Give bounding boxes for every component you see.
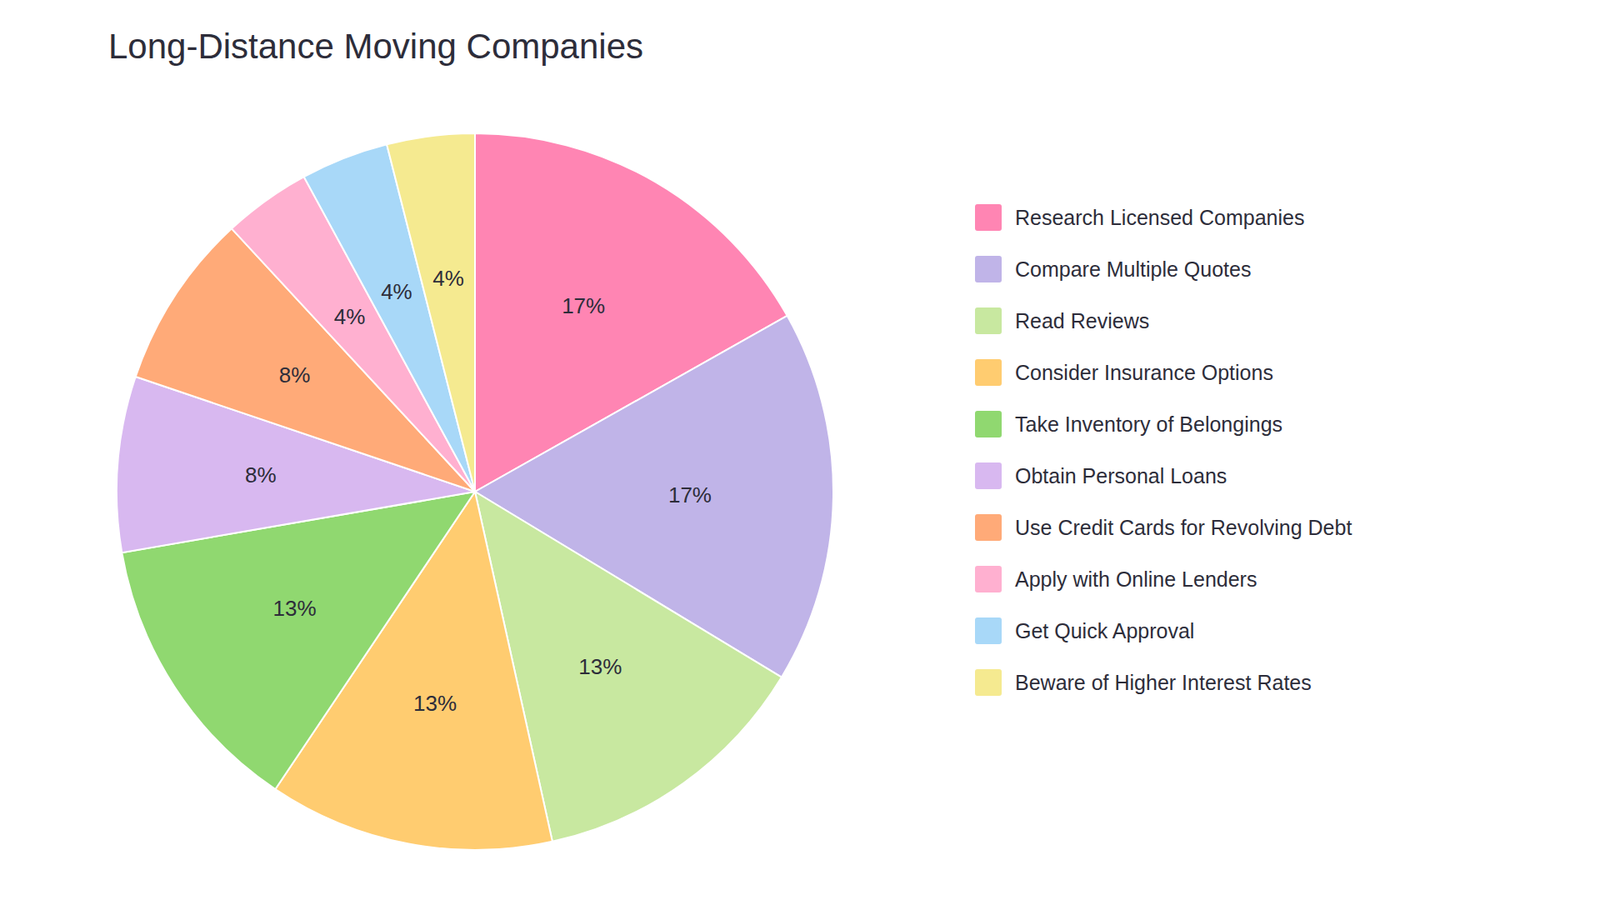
legend-item: Compare Multiple Quotes: [975, 255, 1251, 283]
legend-label: Read Reviews: [1015, 309, 1150, 333]
data-label: 17%: [561, 293, 605, 319]
legend-swatch: [975, 255, 1002, 283]
data-label: 8%: [279, 362, 311, 388]
legend-item: Obtain Personal Loans: [975, 462, 1227, 490]
legend-label: Consider Insurance Options: [1015, 360, 1274, 385]
data-label: 4%: [334, 304, 366, 330]
data-label: 4%: [432, 265, 465, 291]
legend-swatch: [975, 410, 1002, 438]
legend-label: Obtain Personal Loans: [1015, 464, 1227, 488]
legend-item: Consider Insurance Options: [975, 359, 1274, 386]
legend-swatch: [975, 462, 1002, 490]
legend-swatch: [975, 669, 1002, 696]
legend-swatch: [975, 514, 1002, 541]
legend-swatch: [975, 565, 1002, 593]
legend-label: Take Inventory of Belongings: [1015, 412, 1283, 436]
data-label: 8%: [245, 462, 277, 488]
legend-item: Use Credit Cards for Revolving Debt: [975, 514, 1352, 541]
legend-label: Use Credit Cards for Revolving Debt: [1015, 515, 1352, 540]
legend-label: Apply with Online Lenders: [1015, 567, 1257, 591]
legend-item: Apply with Online Lenders: [975, 565, 1257, 593]
pie: [116, 133, 834, 850]
legend-label: Get Quick Approval: [1015, 619, 1195, 643]
legend: Research Licensed Companies Compare Multi…: [975, 204, 1352, 696]
legend-swatch: [975, 204, 1002, 231]
legend-swatch: [975, 617, 1002, 645]
legend-item: Take Inventory of Belongings: [975, 410, 1283, 438]
legend-item: Get Quick Approval: [975, 617, 1195, 645]
legend-item: Read Reviews: [975, 307, 1150, 335]
data-labels: 17% 17% 13% 13% 13% 8% 8% 4% 4% 4%: [245, 265, 712, 716]
data-label: 4%: [380, 279, 413, 305]
legend-label: Research Licensed Companies: [1015, 205, 1305, 230]
legend-swatch: [975, 359, 1002, 386]
legend-label: Beware of Higher Interest Rates: [1015, 670, 1312, 695]
legend-label: Compare Multiple Quotes: [1015, 257, 1251, 281]
chart-title: Long-Distance Moving Companies: [108, 26, 644, 66]
data-label: 17%: [668, 482, 712, 508]
chart-root: Long-Distance Moving Companies17%17%13%1…: [0, 0, 1600, 900]
legend-item: Research Licensed Companies: [975, 204, 1305, 231]
legend-item: Beware of Higher Interest Rates: [975, 669, 1312, 696]
pie-slice: [386, 133, 475, 492]
data-label: 13%: [578, 654, 622, 680]
data-label: 13%: [413, 690, 457, 716]
data-label: 13%: [273, 595, 317, 621]
legend-swatch: [975, 307, 1002, 335]
